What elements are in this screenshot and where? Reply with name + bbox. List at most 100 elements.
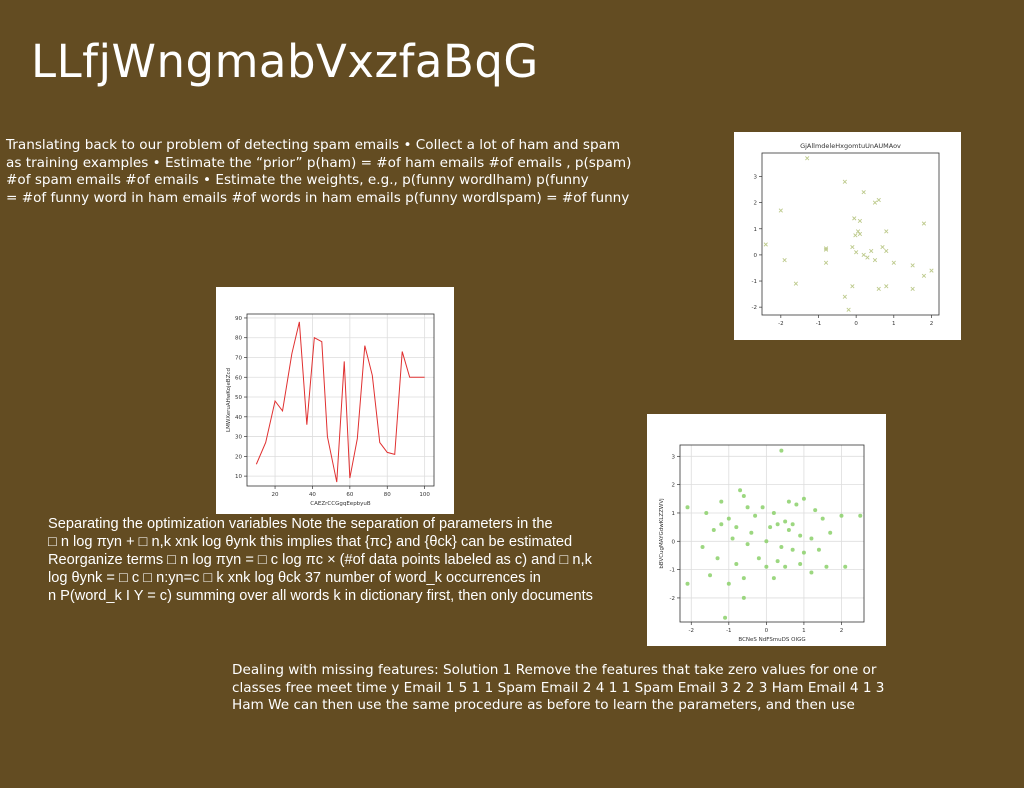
y-tick-label: 80 <box>235 336 242 342</box>
data-point <box>929 268 934 273</box>
data-point <box>872 258 878 263</box>
data-point <box>741 595 746 600</box>
x-tick-label: -1 <box>816 321 821 327</box>
data-point <box>846 307 851 312</box>
data-point <box>798 561 803 566</box>
data-point <box>869 248 874 254</box>
data-point <box>876 286 881 291</box>
data-point <box>880 244 885 250</box>
data-point <box>842 179 847 184</box>
y-tick-label: 3 <box>754 175 758 181</box>
x-tick-label: 40 <box>309 492 316 498</box>
x-tick-label: 0 <box>765 628 769 634</box>
y-axis-label: LMWXeruAHwKojeBZcd <box>226 368 232 432</box>
data-point <box>855 229 861 234</box>
data-point <box>891 260 896 265</box>
x-tick-label: 80 <box>384 492 391 498</box>
data-point <box>823 246 829 251</box>
data-point <box>771 510 776 515</box>
data-point <box>884 284 889 289</box>
data-point <box>700 544 705 549</box>
x-tick-label: 100 <box>419 492 430 498</box>
data-point <box>741 493 746 498</box>
data-point <box>741 576 746 581</box>
data-point <box>910 286 915 291</box>
data-point <box>704 510 709 515</box>
data-point <box>719 522 724 527</box>
slide-title: LLfjWngmabVxzfaBqG <box>31 35 539 88</box>
x-tick-label: 1 <box>892 321 896 327</box>
data-point <box>749 530 754 535</box>
data-point <box>719 499 724 504</box>
x-tick-label: 2 <box>930 321 934 327</box>
x-axis-label: BCNeS NdFSmuDS OIGG <box>738 637 805 643</box>
data-point <box>794 502 799 507</box>
data-point <box>813 508 818 513</box>
line-chart: 20 40 60 80 100 10 20 30 40 50 60 70 80 90 CAEZrCCGgqE… <box>216 287 454 514</box>
y-tick-label: 30 <box>235 435 242 441</box>
data-point <box>790 547 795 552</box>
plot-frame <box>246 313 435 487</box>
x-axis-label: CAEZrCCGgqEepbyuB <box>310 501 371 507</box>
data-point <box>843 564 848 569</box>
y-tick-label: 90 <box>235 316 242 322</box>
data-point <box>850 244 855 250</box>
data-point <box>760 505 765 510</box>
scatter-plot-x-markers: -2 -1 0 1 2 -2 -1 0 1 2 3 GjAllmdeleHxgomtuUnAUMAov <box>734 132 961 340</box>
y-tick-label: 1 <box>754 227 758 233</box>
data-point <box>876 197 881 203</box>
data-point <box>779 544 784 549</box>
data-point <box>711 527 716 532</box>
data-point <box>823 260 829 265</box>
data-point <box>816 547 821 552</box>
data-point <box>805 156 810 161</box>
y-tick-label: 2 <box>672 483 676 489</box>
paragraph-optimization-variables: Separating the optimization variables No… <box>48 516 593 604</box>
data-point <box>801 550 806 555</box>
data-point <box>726 516 731 521</box>
data-point <box>820 516 825 521</box>
data-point <box>921 273 927 278</box>
data-point <box>685 581 690 586</box>
data-point <box>798 533 803 538</box>
data-point <box>858 513 863 518</box>
y-tick-label: 60 <box>235 375 242 381</box>
plot-frame <box>761 152 940 316</box>
data-point <box>764 539 769 544</box>
data-point <box>910 263 915 268</box>
x-tick-label: -1 <box>726 628 731 634</box>
y-axis-label: bBVCugMAYGdwKLZZWVj <box>659 498 665 569</box>
data-point <box>775 559 780 564</box>
x-tick-label: 60 <box>346 492 353 498</box>
data-point <box>857 218 863 224</box>
data-point <box>782 258 787 263</box>
data-point <box>793 281 799 286</box>
paragraph-spam-detection: Translating back to our problem of detec… <box>6 137 632 206</box>
y-tick-label: -1 <box>752 279 757 285</box>
data-point <box>734 525 739 530</box>
y-tick-label: 70 <box>235 355 242 361</box>
data-point <box>730 536 735 541</box>
data-point <box>861 252 866 258</box>
data-point <box>778 208 783 213</box>
data-point <box>801 496 806 501</box>
data-point <box>771 576 776 581</box>
data-point <box>921 221 927 226</box>
data-point <box>764 564 769 569</box>
data-point <box>738 488 743 493</box>
y-tick-label: -1 <box>670 568 675 574</box>
y-tick-label: 1 <box>672 511 676 517</box>
data-point <box>852 216 857 221</box>
x-tick-label: -2 <box>689 628 694 634</box>
y-tick-label: 40 <box>235 415 242 421</box>
y-tick-label: 50 <box>235 395 242 401</box>
data-point <box>853 233 858 238</box>
data-point <box>685 505 690 510</box>
data-point <box>839 513 844 518</box>
data-point <box>823 247 829 252</box>
data-point <box>828 530 833 535</box>
scatter-plot-circle-markers: -2 -1 0 1 2 -2 -1 0 1 2 3 BCNeS NdFSmuDS OIGG bBVCug… <box>647 414 886 646</box>
data-point <box>775 522 780 527</box>
x-tick-label: -2 <box>778 321 783 327</box>
data-point <box>872 200 878 205</box>
